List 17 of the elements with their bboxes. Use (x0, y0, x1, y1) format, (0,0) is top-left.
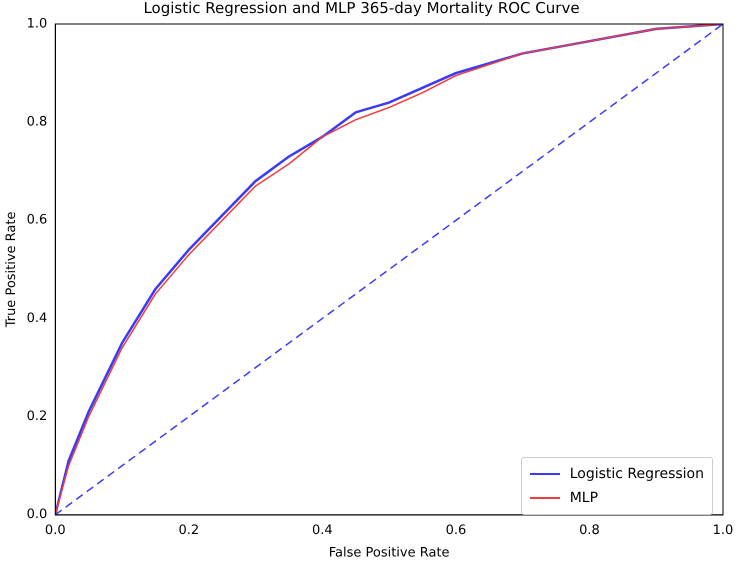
legend-label: MLP (570, 490, 598, 506)
x-tick-label: 0.4 (312, 522, 333, 538)
x-tick-label: 1.0 (712, 522, 734, 538)
x-tick-label: 0.2 (178, 522, 200, 538)
x-tick-label: 0.6 (446, 522, 466, 538)
legend-label: Logistic Regression (570, 466, 704, 482)
y-tick-label: 1.0 (26, 16, 48, 32)
y-tick-label: 0.6 (26, 212, 48, 228)
y-tick-label: 0.8 (26, 114, 48, 130)
y-tick-label: 0.4 (26, 310, 48, 326)
x-tick-label: 0.8 (579, 522, 600, 538)
x-axis-title: False Positive Rate (328, 546, 450, 561)
y-tick-label: 0.0 (26, 507, 48, 522)
y-axis-title: True Positive Rate (4, 211, 20, 328)
x-tick-label: 0.0 (44, 522, 66, 538)
y-tick-label: 0.2 (26, 409, 48, 424)
chart-title: Logistic Regression and MLP 365-day Mortality ROC Curve (143, 0, 580, 17)
